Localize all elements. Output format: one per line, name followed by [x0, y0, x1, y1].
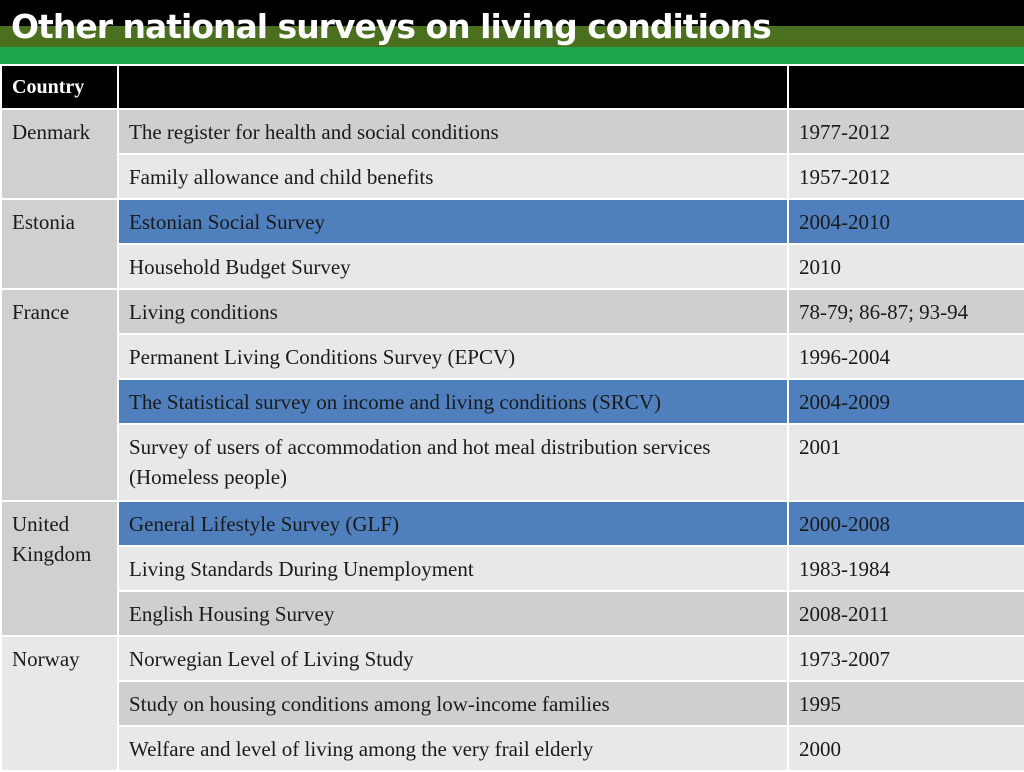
country-cell-denmark: Denmark [0, 108, 119, 200]
period-cell: 1973-2007 [787, 635, 1024, 682]
surveys-table: Country Denmark The register for health … [0, 66, 1024, 772]
table-row: Welfare and level of living among the ve… [1, 725, 1024, 772]
survey-cell: English Housing Survey [117, 590, 789, 637]
table-row: Household Budget Survey 2010 [1, 243, 1024, 290]
period-cell: 1983-1984 [787, 545, 1024, 592]
table-row: Estonia Estonian Social Survey 2004-2010 [0, 198, 1024, 290]
survey-cell: Family allowance and child benefits [117, 153, 789, 200]
country-cell-france: France [0, 288, 119, 502]
table-row: Study on housing conditions among low-in… [1, 680, 1024, 727]
table-row: France Living conditions 78-79; 86-87; 9… [0, 288, 1024, 502]
slide-title: Other national surveys on living conditi… [11, 7, 772, 46]
title-bar: Other national surveys on living conditi… [0, 0, 1024, 64]
table-row: Permanent Living Conditions Survey (EPCV… [1, 333, 1024, 380]
country-cell-united-kingdom: United Kingdom [0, 500, 119, 637]
period-cell: 2000 [787, 725, 1024, 772]
survey-cell: The register for health and social condi… [117, 108, 789, 155]
header-country: Country [0, 66, 119, 110]
period-cell: 1957-2012 [787, 153, 1024, 200]
survey-cell: Household Budget Survey [117, 243, 789, 290]
period-cell: 2008-2011 [787, 590, 1024, 637]
period-cell: 1995 [787, 680, 1024, 727]
table-row: Norway Norwegian Level of Living Study 1… [0, 635, 1024, 772]
table-header-row: Country [0, 66, 1024, 110]
table-row: The Statistical survey on income and liv… [1, 378, 1024, 425]
table-row: Family allowance and child benefits 1957… [1, 153, 1024, 200]
table-row: United Kingdom General Lifestyle Survey … [0, 500, 1024, 637]
survey-cell: Living Standards During Unemployment [117, 545, 789, 592]
country-cell-estonia: Estonia [0, 198, 119, 290]
survey-cell: Permanent Living Conditions Survey (EPCV… [117, 333, 789, 380]
survey-cell: Estonian Social Survey [117, 198, 789, 245]
header-survey [117, 66, 789, 110]
survey-cell: General Lifestyle Survey (GLF) [117, 500, 789, 547]
survey-cell: Living conditions [117, 288, 789, 335]
period-cell: 2010 [787, 243, 1024, 290]
table-row: English Housing Survey 2008-2011 [1, 590, 1024, 637]
period-cell: 2004-2009 [787, 378, 1024, 425]
period-cell: 78-79; 86-87; 93-94 [787, 288, 1024, 335]
period-cell: 2001 [787, 423, 1024, 502]
country-cell-norway: Norway [0, 635, 119, 772]
header-period [787, 66, 1024, 110]
table-row: Survey of users of accommodation and hot… [1, 423, 1024, 502]
survey-cell: Survey of users of accommodation and hot… [117, 423, 789, 502]
table-row: Denmark The register for health and soci… [0, 108, 1024, 200]
period-cell: 1977-2012 [787, 108, 1024, 155]
survey-cell: Norwegian Level of Living Study [117, 635, 789, 682]
period-cell: 2004-2010 [787, 198, 1024, 245]
survey-cell: The Statistical survey on income and liv… [117, 378, 789, 425]
period-cell: 2000-2008 [787, 500, 1024, 547]
table-row: Living Standards During Unemployment 198… [1, 545, 1024, 592]
survey-cell: Welfare and level of living among the ve… [117, 725, 789, 772]
period-cell: 1996-2004 [787, 333, 1024, 380]
survey-cell: Study on housing conditions among low-in… [117, 680, 789, 727]
